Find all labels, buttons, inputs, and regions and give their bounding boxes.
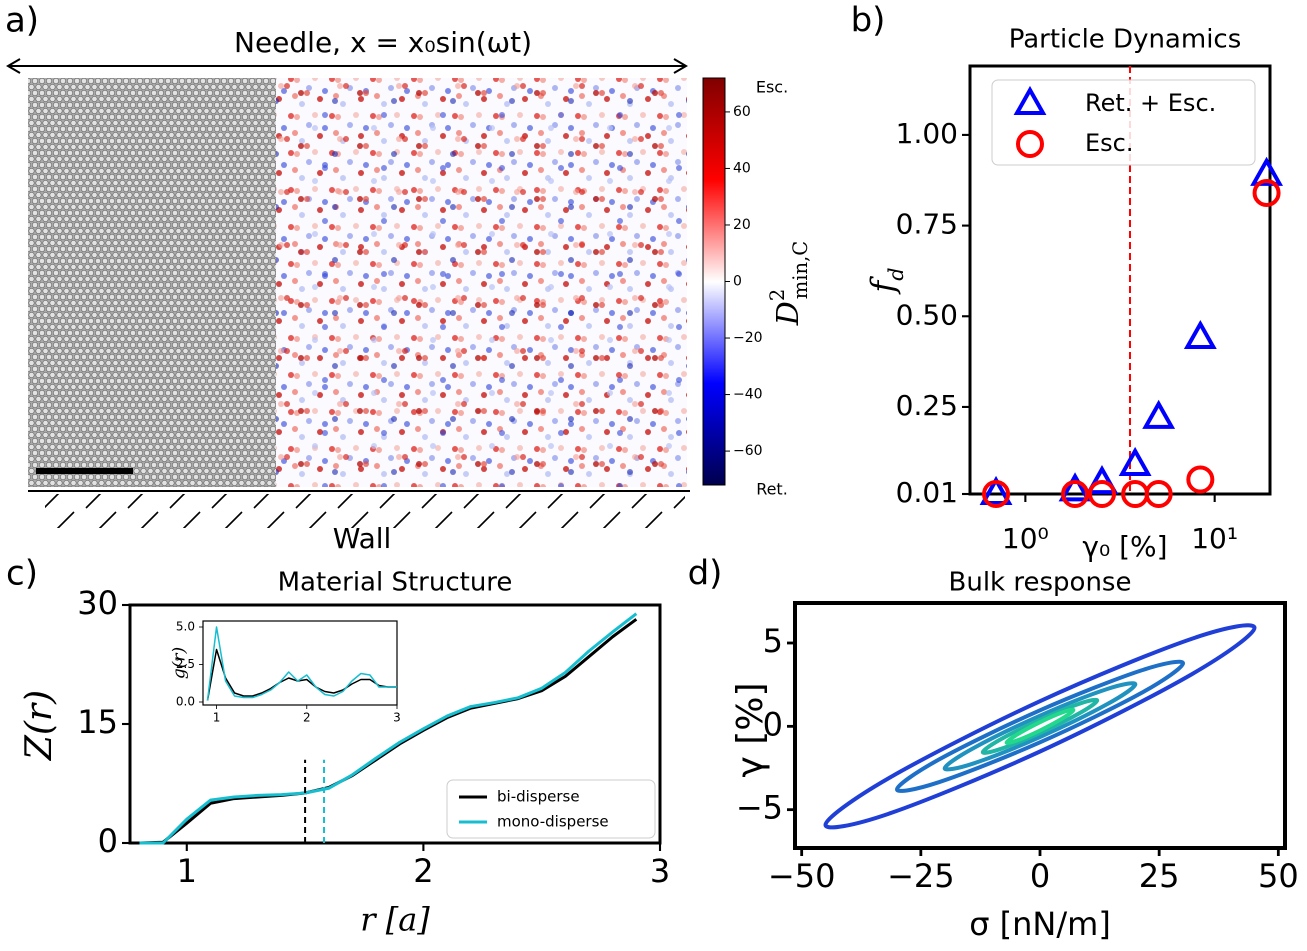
- colorbar-tick-label: 40: [733, 160, 751, 176]
- colorbar: [702, 77, 726, 486]
- x-tick-label: −25: [887, 857, 955, 895]
- legend-box: [446, 779, 656, 839]
- triangle-marker: [1142, 399, 1176, 429]
- panel-label: d): [688, 554, 723, 594]
- y-axis-label: fd: [864, 267, 908, 294]
- wall-hatch: [45, 494, 685, 528]
- colorbar-tick-label: −40: [733, 387, 763, 403]
- triangle-marker: [1058, 472, 1092, 502]
- loop-line: [823, 623, 1257, 830]
- strain-map-texture: [276, 78, 687, 487]
- triangle-marker: [1250, 156, 1283, 186]
- y-tick-label: 0.0: [176, 695, 195, 709]
- circle-marker: [1186, 465, 1215, 494]
- y-tick-label: 0: [763, 705, 783, 743]
- plot-frame: [793, 601, 1287, 850]
- x-tick-label: 1: [213, 711, 221, 725]
- y-tick-label: 2.5: [176, 657, 195, 671]
- chart-title: Needle, x = x₀sin(ωt): [234, 26, 532, 59]
- arrow-head: [673, 58, 688, 74]
- colorbar-top-label: Esc.: [756, 78, 788, 97]
- colorbar-tick-label: 60: [733, 104, 751, 120]
- legend-label: bi-disperse: [497, 788, 580, 806]
- plot-frame: [202, 620, 398, 706]
- x-tick-label: 3: [393, 711, 401, 725]
- panel-label: c): [6, 554, 38, 594]
- x-tick-label: 3: [650, 852, 670, 890]
- colorbar-bottom-label: Ret.: [756, 480, 788, 499]
- legend-marker: [1016, 130, 1044, 158]
- x-axis-label: σ [nN/m]: [969, 905, 1111, 943]
- circle-marker: [1144, 480, 1173, 508]
- colorbar-tick-label: 20: [733, 217, 751, 233]
- y-tick-label: −5: [736, 789, 783, 827]
- chart-title: Material Structure: [278, 568, 513, 598]
- legend-label: Ret. + Esc.: [1085, 89, 1216, 117]
- series-line: [139, 612, 638, 845]
- colorbar-label-base: D: [771, 301, 806, 326]
- arrow-head: [6, 58, 21, 74]
- colorbar-tick-label: 0: [733, 274, 742, 290]
- loop-line: [980, 697, 1100, 755]
- x-tick-label: 10¹: [1191, 522, 1238, 555]
- y-tick-label: 5: [763, 622, 783, 660]
- triangle-marker: [1183, 319, 1217, 350]
- series-line: [206, 648, 397, 701]
- y-tick-label: 15: [77, 703, 118, 741]
- x-tick-label: 0: [1030, 857, 1050, 895]
- circle-marker: [1252, 178, 1281, 207]
- y-axis-label: γ [%]: [730, 682, 771, 777]
- panel-label: b): [851, 1, 886, 41]
- legend-marker: [1013, 85, 1047, 115]
- x-tick-label: 25: [1139, 857, 1180, 895]
- x-axis-label: r [a]: [360, 901, 430, 939]
- micrograph: [28, 78, 276, 487]
- y-axis-label: Z(r): [19, 690, 60, 761]
- legend-label: Esc.: [1085, 129, 1134, 157]
- chart-title: Particle Dynamics: [1009, 25, 1242, 55]
- colorbar-label-sup: 2: [766, 289, 789, 301]
- colorbar-label-sub: min,C: [789, 241, 812, 299]
- y-tick-label: 0: [98, 822, 118, 860]
- x-tick-label: 2: [303, 711, 311, 725]
- legend-box: [991, 79, 1256, 166]
- colorbar-tick-label: −60: [733, 443, 763, 459]
- panel-label: a): [5, 1, 39, 41]
- y-tick-label: 5.0: [176, 620, 195, 634]
- circle-marker: [982, 480, 1011, 508]
- x-tick-label: 10⁰: [1002, 522, 1049, 555]
- circle-marker: [1061, 480, 1090, 508]
- chart-title: Bulk response: [949, 568, 1132, 598]
- series-line: [206, 626, 397, 701]
- x-axis-label: γ₀ [%]: [1082, 530, 1167, 563]
- y-tick-label: 1.00: [896, 117, 958, 150]
- colorbar-tick-label: −20: [733, 330, 763, 346]
- y-tick-label: 0.25: [896, 389, 958, 422]
- y-tick-label: 0.75: [896, 208, 958, 241]
- legend-label: mono-disperse: [497, 813, 609, 831]
- y-axis-label-sub: d: [884, 267, 908, 280]
- triangle-marker: [1118, 446, 1152, 476]
- inset-y-label: g(r): [170, 647, 190, 679]
- triangle-marker: [979, 475, 1013, 505]
- inset-background: [203, 621, 397, 705]
- circle-marker: [1088, 480, 1117, 508]
- x-tick-label: 2: [413, 852, 433, 890]
- microscopy-panel: [6, 58, 726, 528]
- y-tick-label: 0.50: [896, 298, 958, 331]
- loop-line: [942, 681, 1138, 772]
- plot-frame: [968, 64, 1272, 496]
- x-tick-label: −50: [768, 857, 836, 895]
- loop-line: [895, 659, 1186, 793]
- wall-label: Wall: [333, 522, 392, 555]
- y-tick-label: 0.01: [896, 476, 958, 509]
- loop-line: [1004, 707, 1076, 745]
- colorbar-label: D2min,C: [766, 241, 812, 326]
- x-tick-label: 1: [177, 852, 197, 890]
- triangle-marker: [1085, 465, 1119, 495]
- x-tick-label: 50: [1258, 857, 1299, 895]
- y-tick-label: 30: [77, 584, 118, 622]
